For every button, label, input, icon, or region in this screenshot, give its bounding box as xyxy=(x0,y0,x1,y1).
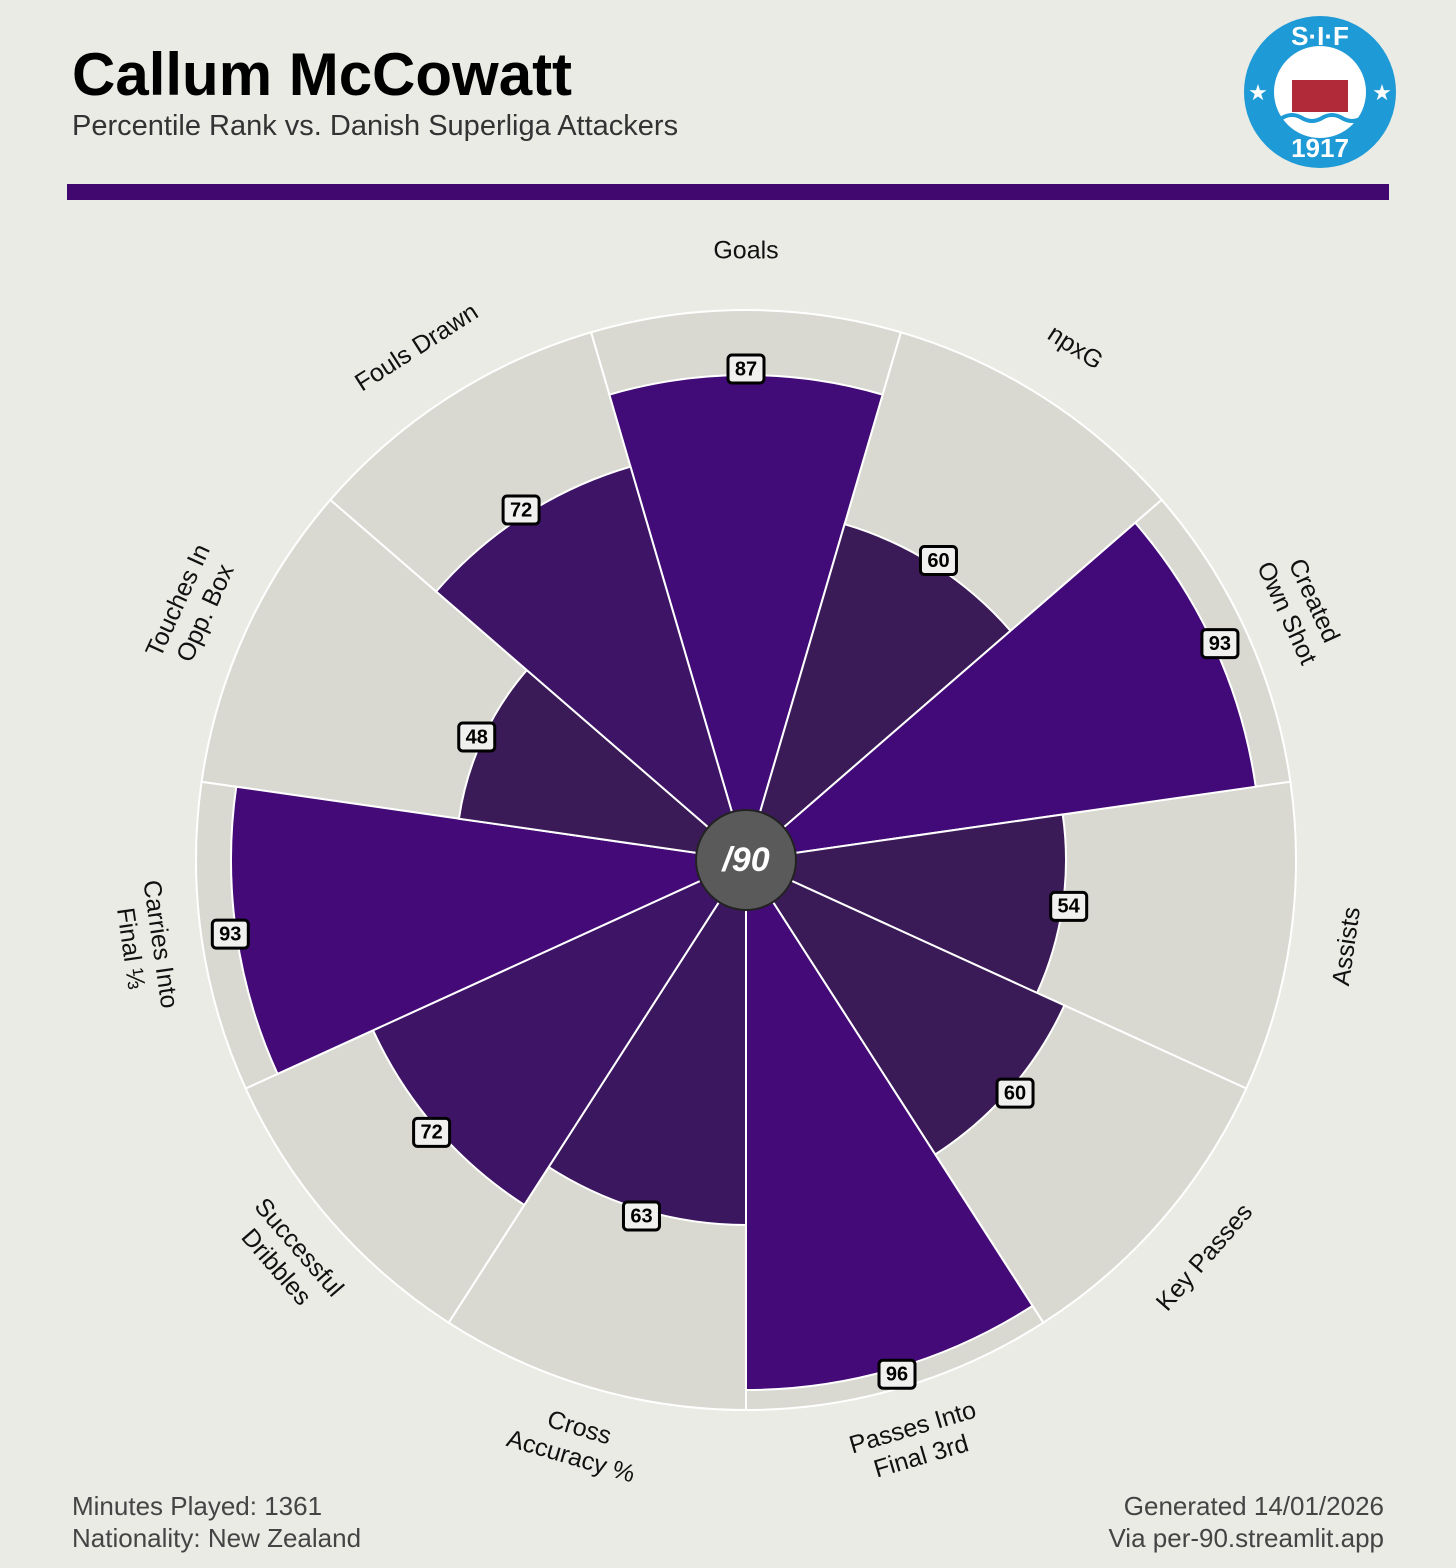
center-label: /90 xyxy=(720,841,769,879)
value-label-box xyxy=(621,1200,661,1232)
value-label-box xyxy=(457,721,497,753)
value-label: 63 xyxy=(630,1205,652,1227)
category-label: Assists xyxy=(1327,905,1366,987)
value-label-box xyxy=(1200,628,1240,660)
value-label: 60 xyxy=(927,550,949,572)
logo-waves xyxy=(1280,113,1364,123)
category-label-line: Assists xyxy=(1327,905,1366,987)
category-label: Fouls Drawn xyxy=(350,298,483,397)
logo-top-text: S·I·F xyxy=(1291,21,1349,51)
category-label-line: Goals xyxy=(713,237,778,265)
value-label-box xyxy=(995,1077,1035,1109)
center-circle xyxy=(695,809,797,911)
category-label: Goals xyxy=(713,237,778,265)
value-label-box xyxy=(726,353,766,385)
footer-left: Nationality: New Zealand xyxy=(72,1523,361,1553)
header-bar xyxy=(67,184,1389,200)
value-label: 72 xyxy=(510,499,532,521)
footer-right: Via per-90.streamlit.app xyxy=(1108,1523,1384,1553)
value-label-box xyxy=(1049,890,1089,922)
chart-title: Callum McCowatt xyxy=(72,41,572,108)
value-label-box xyxy=(501,494,541,526)
footer-left: Minutes Played: 1361 xyxy=(72,1491,322,1521)
value-label: 54 xyxy=(1058,896,1081,918)
value-label: 87 xyxy=(735,358,757,380)
value-label-box xyxy=(210,918,250,950)
footer-right: Generated 14/01/2026 xyxy=(1124,1491,1384,1521)
category-label-line: Fouls Drawn xyxy=(350,298,483,397)
value-label-box xyxy=(412,1116,452,1148)
value-label: 96 xyxy=(886,1364,908,1386)
value-label: 60 xyxy=(1004,1082,1026,1104)
value-label: 72 xyxy=(420,1122,442,1144)
category-label-line: Key Passes xyxy=(1151,1198,1259,1316)
logo-castle xyxy=(1292,80,1348,112)
logo-star: ★ xyxy=(1372,81,1392,106)
logo-star: ★ xyxy=(1248,81,1268,106)
chart-subtitle: Percentile Rank vs. Danish Superliga Att… xyxy=(72,110,678,142)
logo-bottom-text: 1917 xyxy=(1291,133,1349,163)
value-label-box xyxy=(877,1358,917,1390)
value-label: 93 xyxy=(1209,633,1231,655)
category-label: Key Passes xyxy=(1151,1198,1259,1316)
club-logo: ★ ★ S·I·F 1917 xyxy=(1244,16,1396,168)
category-label-line: npxG xyxy=(1043,319,1108,375)
value-label: 93 xyxy=(219,923,241,945)
value-label-box xyxy=(918,545,958,577)
value-label: 48 xyxy=(466,726,488,748)
category-label: npxG xyxy=(1043,319,1108,375)
